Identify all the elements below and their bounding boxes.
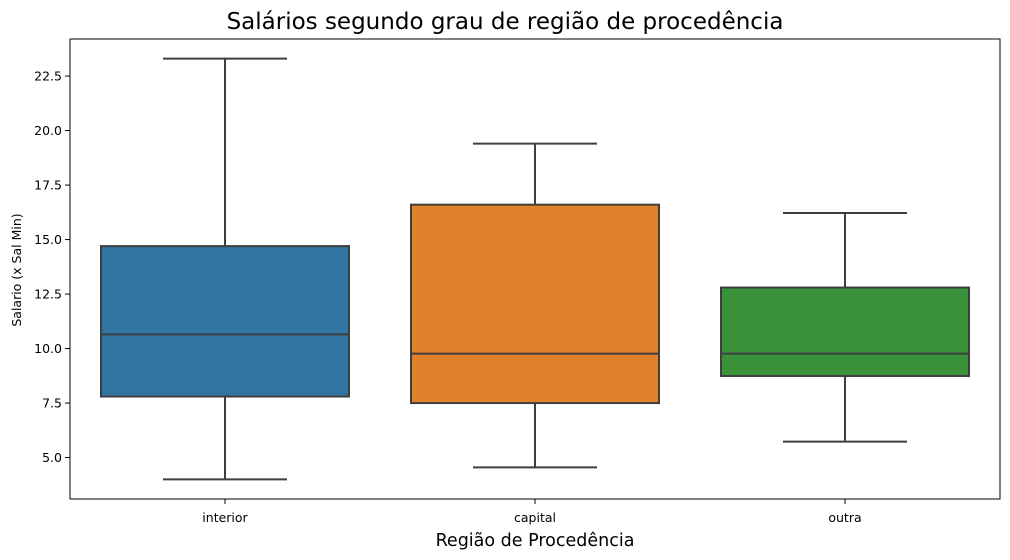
box-group-capital: [410, 142, 660, 469]
y-tick-label: 5.0: [42, 450, 62, 465]
y-tick-label: 22.5: [34, 69, 62, 84]
box-iqr: [100, 245, 350, 398]
x-tick-label: interior: [202, 510, 248, 525]
box-group-interior: [100, 57, 350, 481]
y-tick-label: 17.5: [34, 178, 62, 193]
x-axis-label: Região de Procedência: [436, 531, 635, 551]
chart-title: Salários segundo grau de região de proce…: [227, 9, 784, 35]
y-tick-label: 7.5: [42, 396, 62, 411]
y-axis: 5.0 7.5 10.0 12.5 15.0 17.5 20.0 22.5: [34, 69, 70, 465]
boxes-layer: [100, 57, 970, 481]
x-axis: interior capital outra: [202, 499, 862, 525]
x-tick-label: capital: [514, 510, 556, 525]
y-tick-label: 20.0: [34, 123, 62, 138]
y-tick-label: 10.0: [34, 341, 62, 356]
y-axis-label: Salario (x Sal Min): [9, 213, 24, 326]
box-iqr: [410, 203, 660, 405]
box-group-outra: [720, 211, 970, 443]
y-tick-label: 12.5: [34, 287, 62, 302]
y-tick-label: 15.0: [34, 232, 62, 247]
box-iqr: [720, 286, 970, 378]
x-tick-label: outra: [828, 510, 861, 525]
